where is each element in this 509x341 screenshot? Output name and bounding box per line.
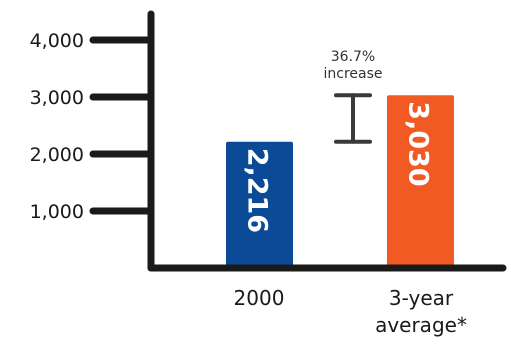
y-tick-label: 4,000	[30, 30, 84, 52]
x-category-label: 3-year	[389, 286, 454, 310]
y-tick-label: 2,000	[30, 144, 84, 166]
y-axis-ticks: 1,000 2,000 3,000 4,000	[30, 30, 155, 223]
x-category-label: 2000	[234, 286, 285, 310]
x-category-label: average*	[375, 313, 467, 337]
y-tick-label: 1,000	[30, 201, 84, 223]
increase-annotation-label: 36.7%	[331, 49, 375, 65]
bars: 2,216 3,030	[226, 95, 454, 268]
y-tick-label: 3,000	[30, 87, 84, 109]
x-axis-categories: 2000 3-year average*	[234, 286, 467, 337]
increase-annotation-label: increase	[323, 66, 382, 82]
increase-annotation: 36.7%increase	[323, 49, 383, 144]
bar-value-label: 3,030	[403, 101, 434, 186]
bar-2000	[226, 141, 293, 268]
bar-value-label: 2,216	[242, 148, 273, 233]
bar-3-year-average	[387, 95, 454, 268]
